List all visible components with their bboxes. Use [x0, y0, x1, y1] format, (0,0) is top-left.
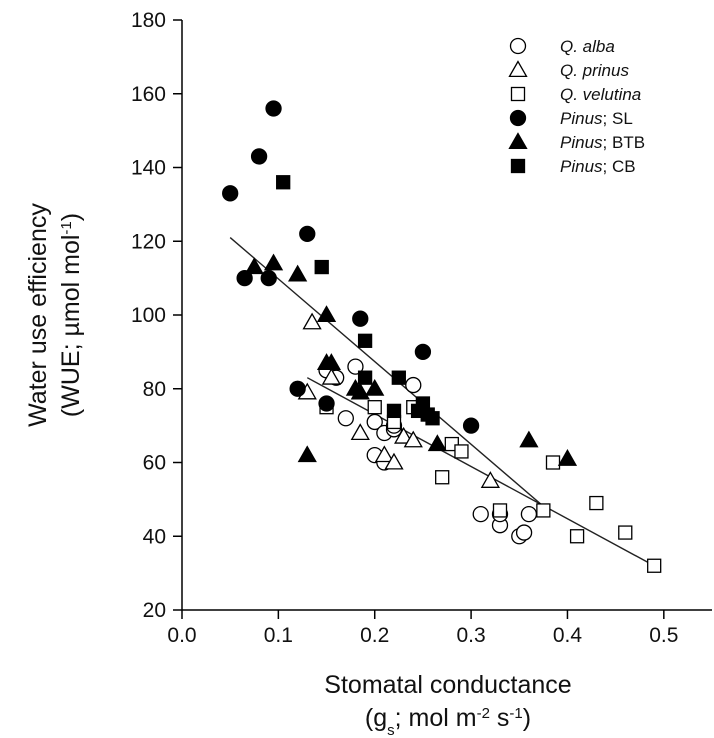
legend-label-q-prinus: Q. prinus [560, 61, 629, 80]
point-q-velutina [367, 400, 382, 415]
point-pinus-sl [265, 100, 282, 117]
point-pinus-btb [263, 253, 284, 271]
legend-label-pinus-sl: Pinus; SL [560, 109, 633, 128]
legend-marker-q-alba [509, 37, 527, 55]
x-axis-title-units: (gs; mol m-2 s-1) [365, 704, 531, 738]
point-q-alba [405, 376, 422, 394]
point-pinus-cb [357, 370, 373, 385]
point-q-velutina [647, 558, 662, 573]
fit-line [229, 237, 549, 511]
point-q-alba [515, 524, 533, 541]
legend-marker-q-velutina [510, 86, 526, 102]
axes: 20 40 60 80 100 120 140 160 180 0.0 0.1 0.2 0.3 0.4 0.… [131, 9, 712, 647]
point-q-velutina [545, 455, 561, 470]
point-pinus-btb [321, 353, 341, 370]
x-tick-label: 0.1 [264, 624, 293, 647]
legend-label-q-alba: Q. alba [560, 37, 615, 56]
point-pinus-sl [462, 417, 480, 434]
point-pinus-cb [357, 333, 373, 348]
point-q-velutina [569, 529, 585, 544]
x-tick-label: 0.3 [456, 624, 485, 647]
point-pinus-btb [288, 264, 308, 282]
y-tick-label: 140 [131, 157, 166, 180]
fit-lines [229, 237, 655, 567]
point-pinus-cb [425, 411, 440, 426]
point-pinus-sl [299, 225, 316, 243]
axis-titles: Stomatal conductance (gs; mol m-2 s-1) Wat… [24, 203, 572, 738]
x-tick-label: 0.4 [553, 624, 583, 647]
point-pinus-sl [318, 395, 335, 412]
y-tick-label: 120 [131, 230, 166, 253]
legend-marker-pinus-btb [508, 132, 528, 150]
x-axis-title: Stomatal conductance [324, 671, 571, 699]
x-tick-label: 0.2 [360, 624, 389, 647]
point-q-velutina [618, 525, 633, 540]
legend-label-q-velutina: Q. velutina [560, 85, 641, 104]
point-pinus-btb [316, 305, 337, 323]
point-q-alba [472, 505, 489, 523]
point-q-alba [337, 410, 354, 427]
point-pinus-cb [391, 370, 406, 385]
legend-marker-q-prinus [508, 60, 528, 78]
point-q-prinus [394, 426, 414, 444]
point-pinus-sl [260, 269, 277, 287]
legend: Q. alba Q. prinus Q. velutina Pinus; SL Pinu… [508, 37, 645, 176]
point-pinus-sl [289, 380, 306, 397]
y-tick-label: 20 [143, 599, 166, 622]
y-tick-label: 80 [143, 378, 166, 401]
point-q-velutina [454, 444, 469, 459]
point-pinus-btb [297, 445, 317, 463]
legend-marker-pinus-cb [510, 158, 526, 174]
point-q-alba [520, 505, 538, 523]
point-q-prinus [302, 312, 322, 330]
point-q-prinus [321, 367, 341, 385]
fit-line [306, 377, 655, 567]
y-tick-label: 60 [143, 452, 166, 475]
y-axis-title: Water use efficiency [24, 203, 52, 427]
point-q-velutina [589, 495, 604, 511]
x-tick-label: 0.5 [649, 624, 678, 647]
point-q-prinus [480, 471, 500, 488]
data-points [222, 100, 662, 573]
point-pinus-btb [519, 430, 539, 448]
point-pinus-cb [314, 259, 329, 275]
y-tick-label: 180 [131, 9, 166, 32]
legend-marker-pinus-sl [509, 109, 527, 127]
y-tick-label: 160 [131, 83, 166, 106]
point-q-velutina [536, 503, 551, 518]
point-pinus-btb [244, 257, 264, 275]
legend-label-pinus-cb: Pinus; CB [560, 157, 636, 176]
y-tick-label: 100 [131, 304, 166, 327]
point-pinus-sl [236, 269, 253, 287]
x-tick-label: 0.0 [167, 624, 196, 647]
point-pinus-sl [250, 148, 268, 165]
point-pinus-sl [414, 343, 432, 361]
legend-label-pinus-btb: Pinus; BTB [560, 133, 645, 152]
point-q-prinus [384, 452, 404, 470]
y-axis-title-units: (WUE; µmol mol-1) [57, 213, 85, 417]
point-q-alba [366, 413, 383, 431]
y-axis-title-group: Water use efficiency (WUE; µmol mol-1) [24, 203, 85, 427]
point-pinus-btb [427, 434, 447, 452]
point-pinus-btb [350, 382, 370, 400]
point-q-velutina [492, 503, 508, 518]
point-pinus-cb [276, 175, 291, 190]
point-q-velutina [435, 470, 450, 485]
point-q-prinus [374, 445, 394, 463]
point-q-prinus [350, 423, 370, 441]
point-q-prinus [403, 430, 423, 448]
point-q-alba [347, 358, 364, 375]
point-pinus-sl [222, 185, 239, 202]
point-pinus-btb [365, 378, 385, 396]
point-pinus-btb [557, 449, 578, 466]
y-tick-label: 40 [143, 525, 166, 548]
point-pinus-sl [352, 310, 369, 327]
point-pinus-cb [386, 403, 402, 419]
